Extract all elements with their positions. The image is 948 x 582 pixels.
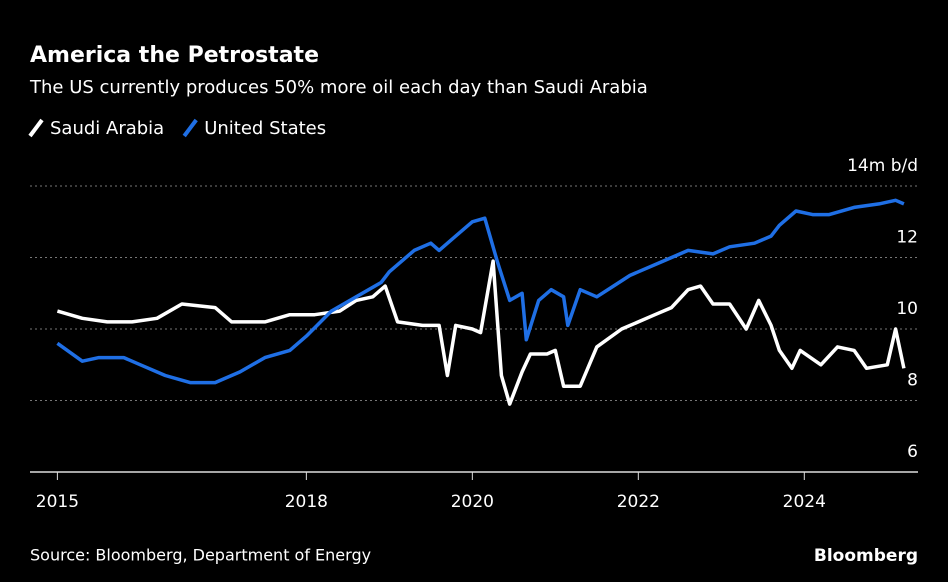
legend-swatch xyxy=(182,118,198,138)
y-tick-label: 8 xyxy=(907,371,918,391)
series-line xyxy=(56,198,905,385)
legend-label: United States xyxy=(204,118,326,139)
legend-swatch xyxy=(28,118,44,138)
x-tick-label: 2018 xyxy=(285,492,328,512)
x-tick-label: 2024 xyxy=(783,492,826,512)
brand: Bloomberg xyxy=(814,546,918,566)
y-tick-label: 10 xyxy=(896,299,918,319)
y-tick-label: 14m b/d xyxy=(847,156,918,176)
source: Source: Bloomberg, Department of Energy xyxy=(30,546,371,565)
x-tick-label: 2020 xyxy=(451,492,494,512)
chart-subtitle: The US currently produces 50% more oil e… xyxy=(29,77,648,98)
chart-title: America the Petrostate xyxy=(30,43,319,68)
legend-label: Saudi Arabia xyxy=(50,118,164,139)
series-line xyxy=(56,259,906,406)
y-tick-label: 12 xyxy=(896,228,918,248)
x-tick-label: 2015 xyxy=(36,492,79,512)
x-tick-label: 2022 xyxy=(617,492,660,512)
y-tick-label: 6 xyxy=(907,442,918,462)
